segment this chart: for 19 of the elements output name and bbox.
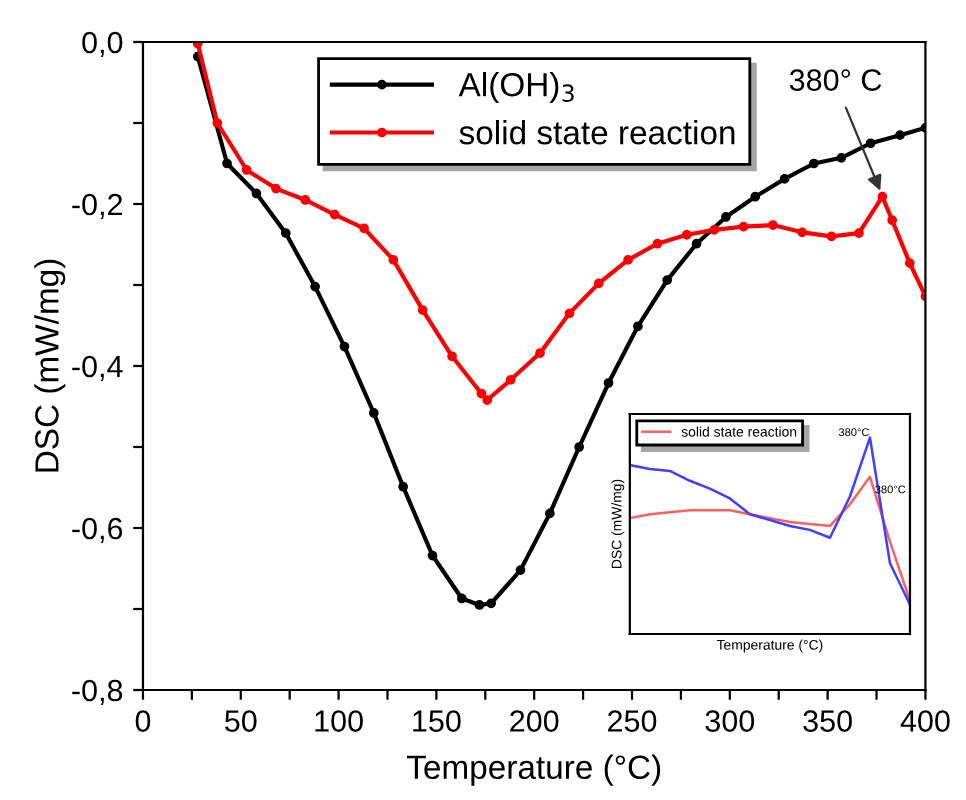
x-tick-label: 50 [225, 710, 257, 732]
y-tick-label: -0,8 [72, 679, 123, 705]
legend-label: Al(OH)$_{3}$ [458, 72, 574, 104]
x-tick-label: 200 [510, 710, 559, 732]
x-tick-label: 350 [803, 710, 852, 732]
x-tick-label: 150 [413, 710, 461, 732]
x-tick-label: 250 [608, 710, 657, 732]
x-tick-label: 300 [705, 710, 755, 732]
y-tick-label: -0,2 [72, 193, 122, 219]
legend-label: solid state reaction [459, 120, 735, 145]
x-tick-label: 100 [315, 710, 363, 732]
y-axis-title: DSC (mW/mg) [34, 259, 66, 472]
y-tick-label: -0,4 [72, 355, 123, 381]
x-axis-title: Temperature (°C) [406, 754, 661, 786]
annotation: 380° C [789, 69, 882, 91]
y-tick-label: -0,6 [72, 517, 123, 543]
x-tick-label: 0 [135, 710, 151, 732]
x-tick-label: 400 [900, 710, 950, 732]
y-tick-label: 0,0 [82, 31, 123, 57]
